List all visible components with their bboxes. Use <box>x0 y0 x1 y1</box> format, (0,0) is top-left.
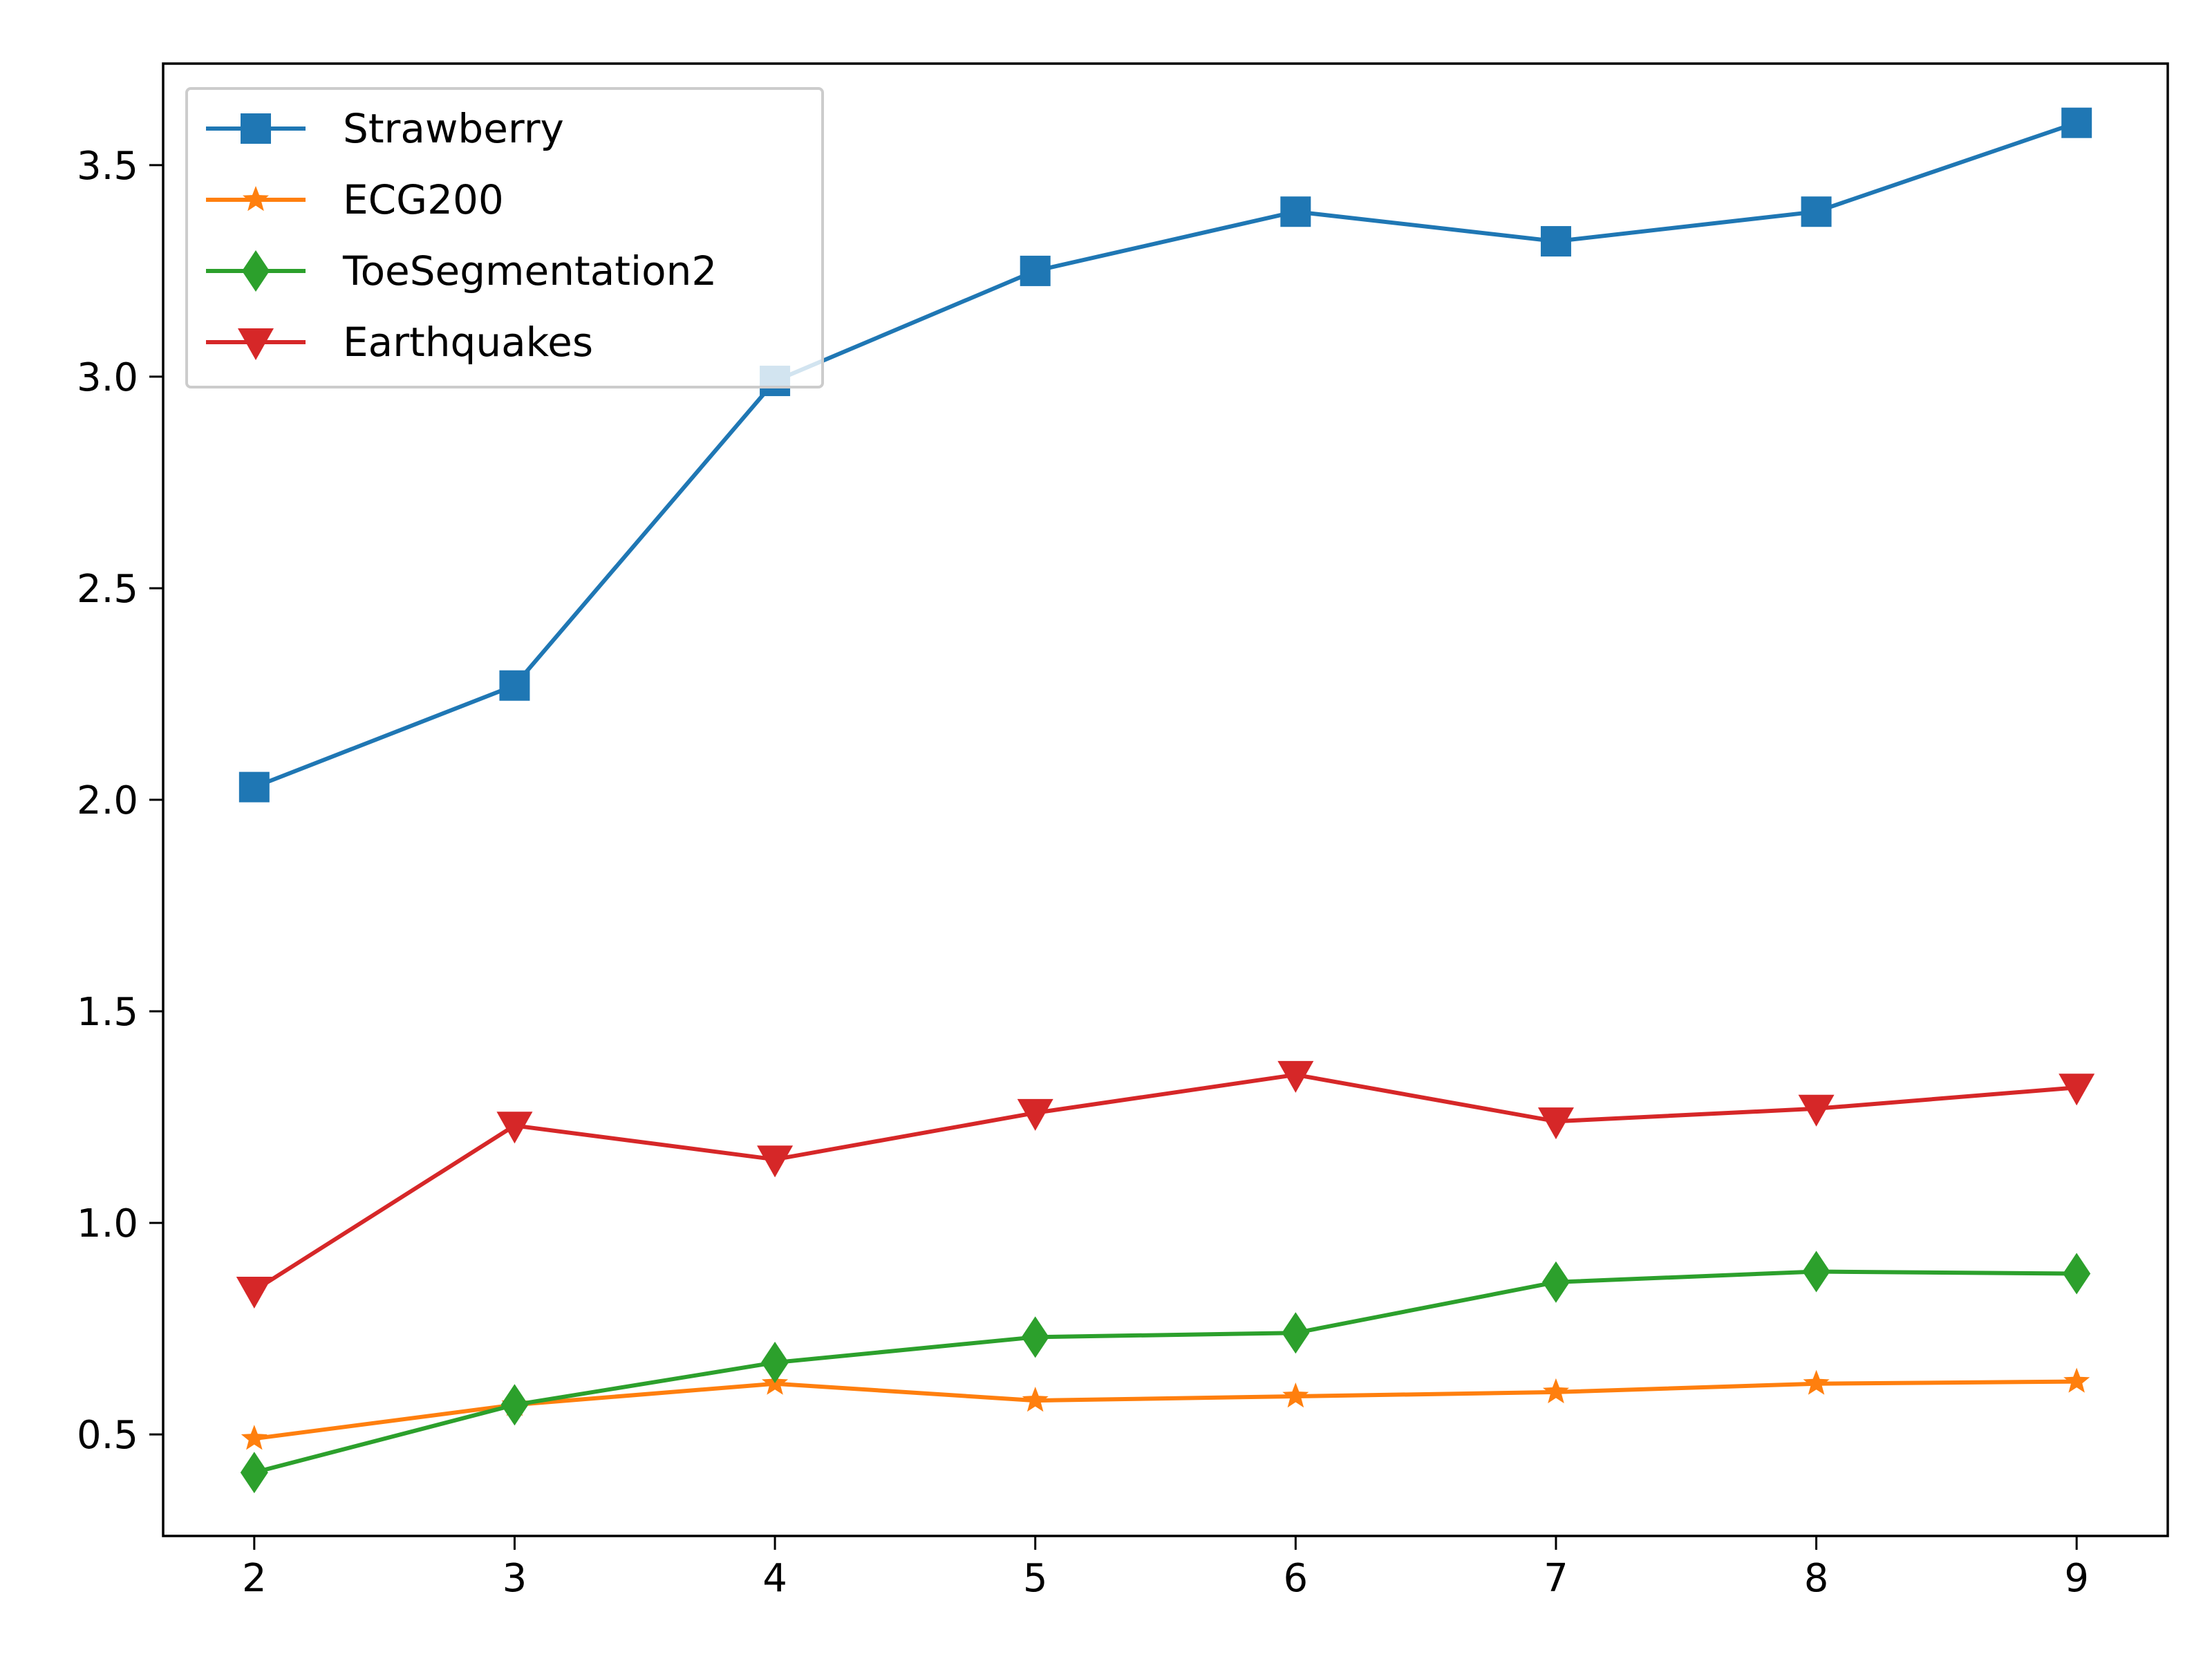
legend-item: ToeSegmentation2 <box>206 247 717 294</box>
y-tick-label: 3.0 <box>77 355 138 400</box>
y-tick-label: 3.5 <box>77 144 138 189</box>
data-point <box>236 1277 272 1309</box>
y-axis: 0.5 1.0 1.5 2.0 2.5 3.0 3.5 <box>77 144 163 1458</box>
y-tick-label: 0.5 <box>77 1413 138 1458</box>
x-tick-label: 2 <box>242 1556 267 1601</box>
series-line <box>253 120 2078 789</box>
legend-swatch-marker <box>238 328 274 360</box>
legend-item: ECG200 <box>206 176 504 223</box>
data-point <box>1541 1261 1570 1303</box>
series-line <box>253 1072 2077 1293</box>
data-point <box>1017 1098 1053 1131</box>
series-2 <box>240 1250 2091 1494</box>
y-tick-label: 2.5 <box>77 567 138 612</box>
legend-label: ToeSegmentation2 <box>342 247 717 294</box>
x-tick-label: 3 <box>503 1556 527 1601</box>
data-point <box>241 1425 268 1450</box>
data-point <box>1022 1387 1049 1412</box>
series-layer <box>236 107 2095 1494</box>
data-point <box>1021 1316 1049 1358</box>
data-point <box>2063 1253 2091 1295</box>
legend-swatch-marker <box>241 113 271 144</box>
data-point <box>1282 1312 1310 1354</box>
data-point <box>757 1145 794 1178</box>
data-point <box>500 1384 529 1426</box>
data-point <box>2061 107 2092 138</box>
data-point <box>1542 1378 1569 1404</box>
data-point <box>2059 1074 2095 1106</box>
series-3 <box>236 1060 2095 1309</box>
x-tick-label: 6 <box>1283 1556 1308 1601</box>
legend-label: Strawberry <box>343 105 564 152</box>
x-tick-label: 4 <box>762 1556 787 1601</box>
legend-item: Earthquakes <box>206 319 593 366</box>
data-point <box>1801 196 1832 227</box>
data-point <box>496 1112 533 1144</box>
y-tick-label: 2.0 <box>77 778 138 823</box>
legend-item: Strawberry <box>206 105 564 152</box>
legend-box <box>185 87 824 388</box>
x-tick-label: 8 <box>1804 1556 1829 1601</box>
data-point <box>1798 1094 1835 1127</box>
data-point <box>1280 196 1311 227</box>
data-point <box>1540 226 1571 257</box>
data-point <box>761 1342 789 1384</box>
series-line <box>254 1379 2077 1441</box>
data-point <box>1282 1382 1309 1408</box>
legend-label: Earthquakes <box>343 319 593 366</box>
x-axis: 2 3 4 5 6 7 8 9 <box>242 1536 2089 1601</box>
data-point <box>1277 1060 1314 1093</box>
data-point <box>499 670 530 701</box>
data-point <box>240 1452 268 1494</box>
legend-label: ECG200 <box>343 176 504 223</box>
x-tick-label: 9 <box>2064 1556 2089 1601</box>
data-point <box>2063 1367 2090 1393</box>
legend-swatch-marker <box>242 250 270 292</box>
y-tick-label: 1.0 <box>77 1201 138 1246</box>
data-point <box>1803 1369 1830 1395</box>
legend: Strawberry ECG200 ToeSegmentation2 Earthqua… <box>185 87 824 388</box>
data-point <box>238 771 270 803</box>
data-point <box>1537 1107 1574 1140</box>
legend-swatch-marker <box>243 186 269 212</box>
x-tick-label: 5 <box>1023 1556 1048 1601</box>
data-point <box>1020 255 1051 286</box>
x-tick-label: 7 <box>1544 1556 1568 1601</box>
series-line <box>254 1269 2077 1475</box>
y-tick-label: 1.5 <box>77 990 138 1035</box>
data-point <box>1802 1250 1830 1293</box>
